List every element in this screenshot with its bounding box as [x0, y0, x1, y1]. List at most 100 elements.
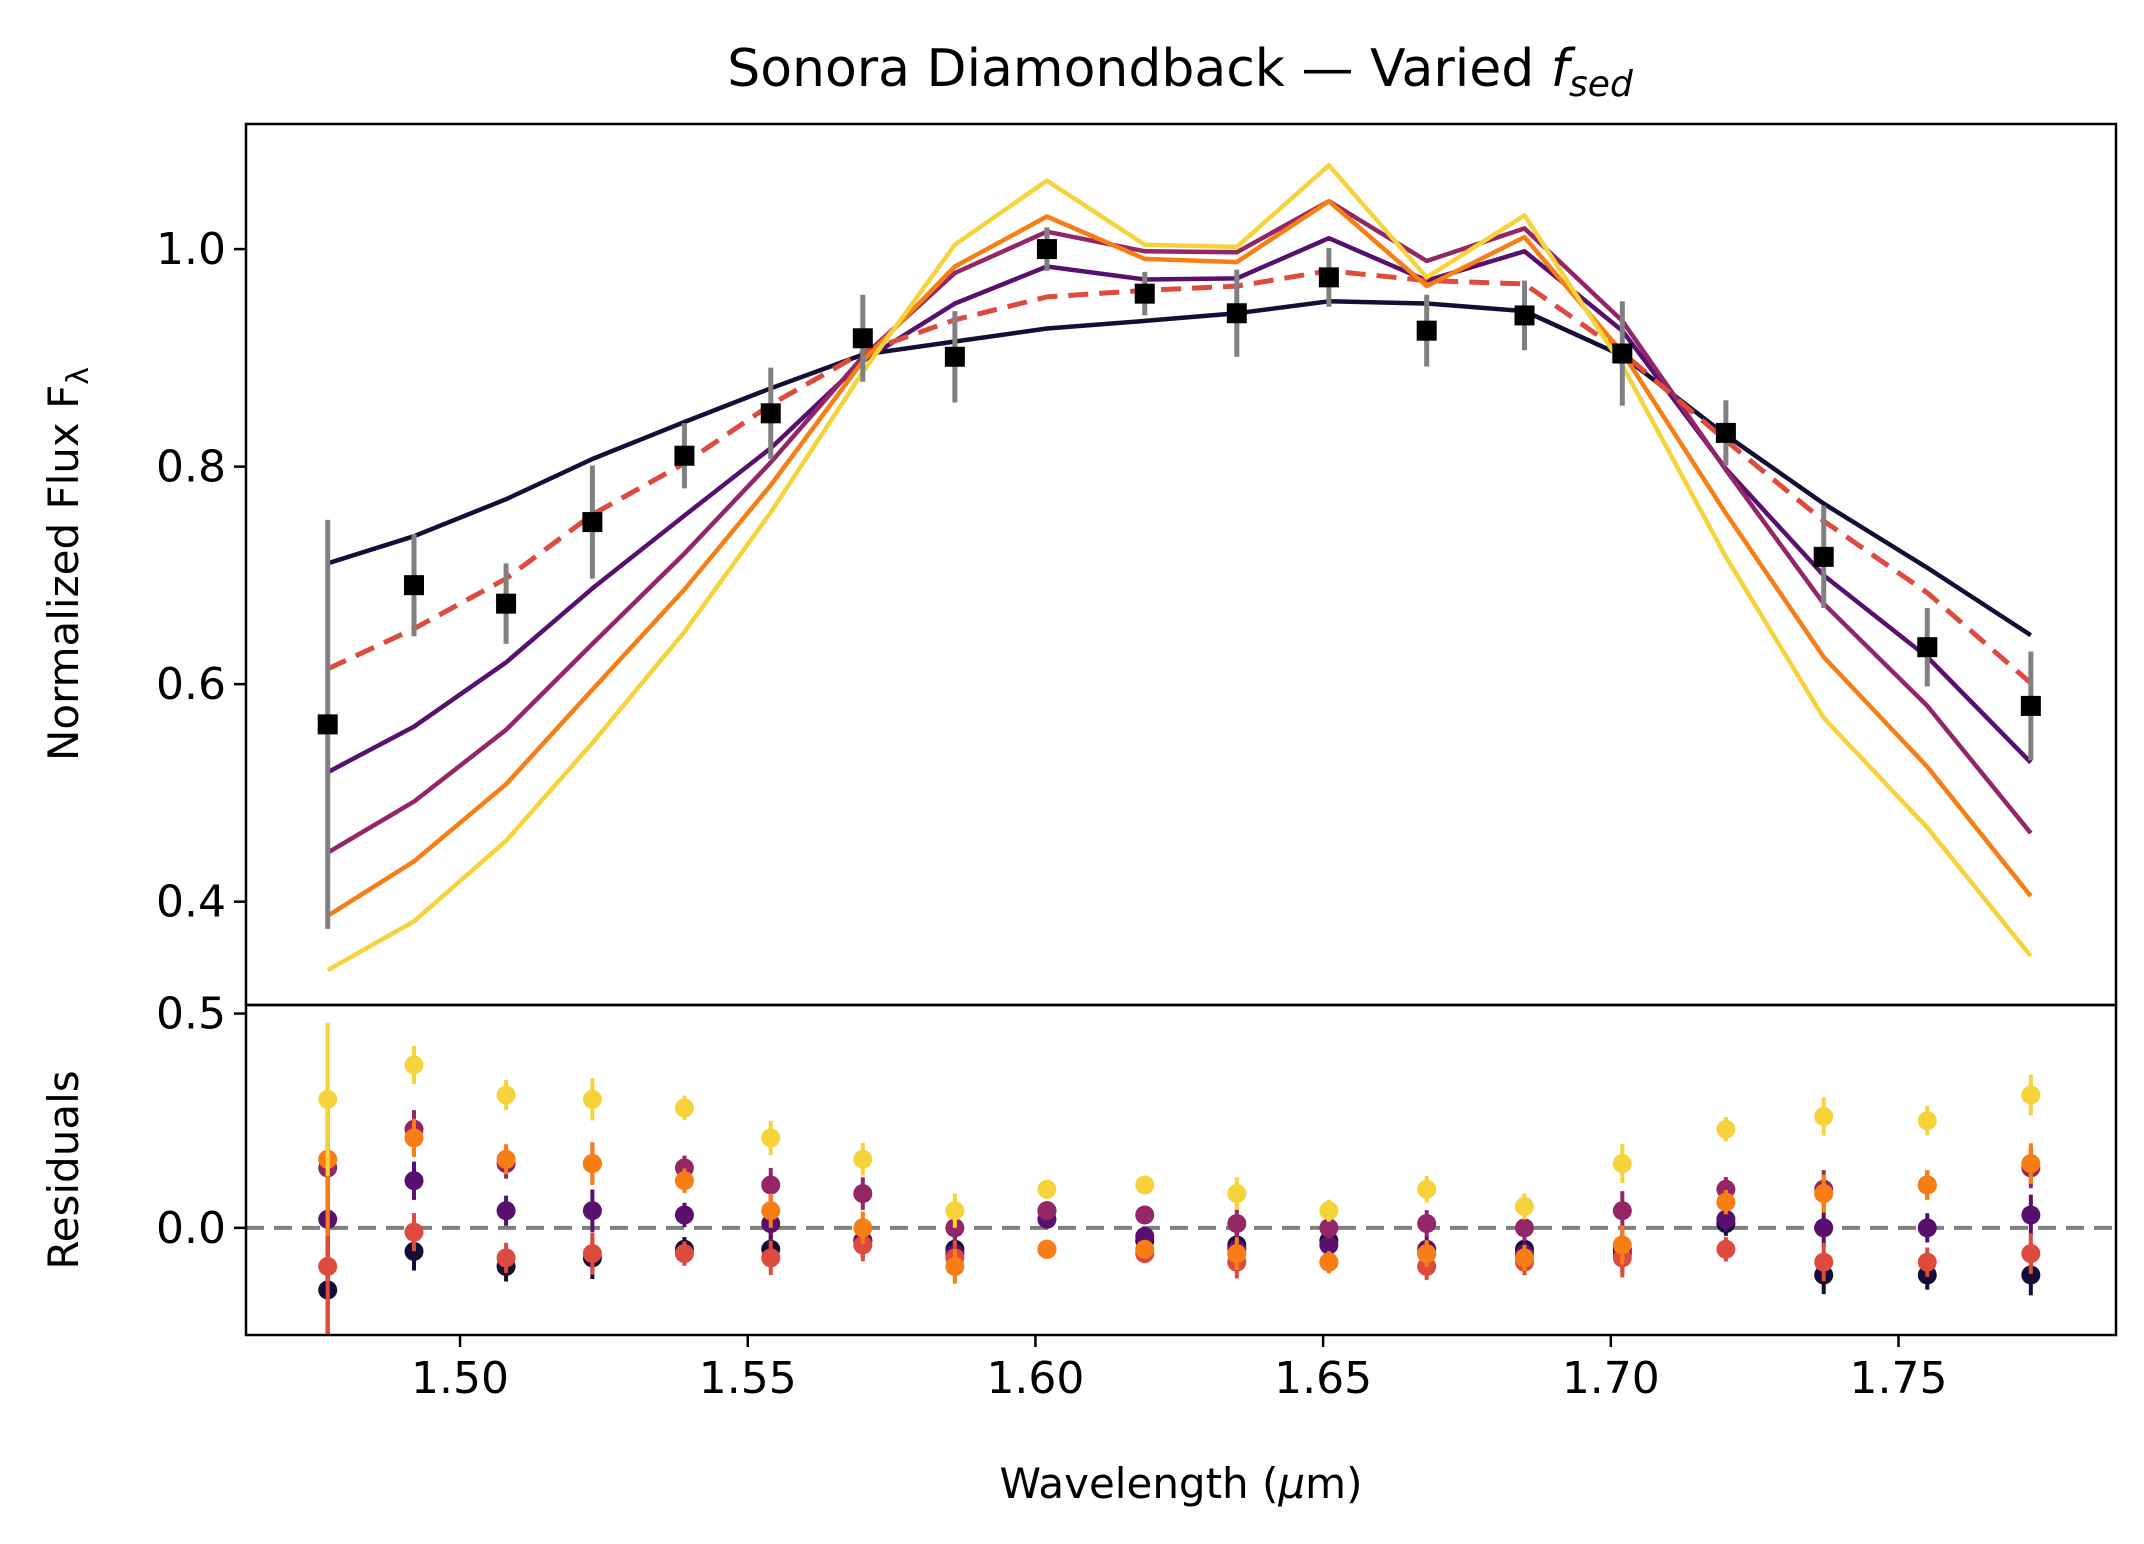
y-axis-label: Normalized Flux Fλ — [39, 367, 96, 761]
x-tick-label: 1.55 — [699, 1353, 797, 1404]
residual-point — [1037, 1239, 1057, 1259]
data-point — [1715, 422, 1736, 443]
data-point — [496, 593, 517, 614]
residual-point — [1319, 1201, 1339, 1221]
residual-point — [853, 1235, 873, 1255]
chart-title: Sonora Diamondback — Varied fsed — [727, 39, 1634, 105]
residual-point — [1227, 1184, 1247, 1204]
residual-plot-frame — [244, 1003, 2118, 1337]
data-point — [852, 328, 873, 349]
data-point — [1514, 305, 1535, 326]
residual-point — [404, 1128, 424, 1148]
residual-point — [404, 1055, 424, 1075]
residual-point — [318, 1256, 338, 1276]
residual-point — [582, 1244, 602, 1264]
data-point — [760, 403, 781, 424]
residual-point — [1037, 1201, 1057, 1221]
residual-point — [1319, 1235, 1339, 1255]
residual-point — [404, 1222, 424, 1242]
data-point — [944, 346, 965, 367]
residual-y-axis-label: Residuals — [39, 1070, 88, 1269]
data-point — [2020, 695, 2041, 716]
residual-point — [761, 1128, 781, 1148]
residual-point — [1716, 1239, 1736, 1259]
residual-point — [2021, 1205, 2041, 1225]
x-tick-label: 1.70 — [1562, 1353, 1660, 1404]
y-tick-label: 0.4 — [156, 877, 226, 928]
residual-point — [2021, 1244, 2041, 1264]
residual-point — [1917, 1175, 1937, 1195]
x-tick-label: 1.50 — [411, 1353, 509, 1404]
x-axis-label: Wavelength (μm) — [1000, 1459, 1363, 1508]
residual-point — [1612, 1201, 1632, 1221]
residual-point — [496, 1149, 516, 1169]
x-tick-label: 1.75 — [1850, 1353, 1948, 1404]
series-line-model-4 — [326, 198, 2033, 918]
residual-point — [1135, 1175, 1155, 1195]
residual-point — [1227, 1244, 1247, 1264]
residual-point — [2021, 1154, 2041, 1174]
residual-point — [674, 1171, 694, 1191]
y-tick-label: 0.8 — [156, 442, 226, 493]
data-point — [1226, 303, 1247, 324]
residual-point — [945, 1256, 965, 1276]
x-axis-ticks: 1.50 1.55 1.60 1.65 1.70 1.75 — [411, 1335, 1947, 1404]
y-tick-label: 0.6 — [156, 659, 226, 710]
residual-point — [496, 1085, 516, 1105]
residual-point — [1515, 1248, 1535, 1268]
residual-points — [318, 1022, 2041, 1335]
residual-point — [761, 1201, 781, 1221]
residual-point — [404, 1171, 424, 1191]
residual-point — [1716, 1192, 1736, 1212]
main-panel: 0.4 0.6 0.8 1.0 — [156, 122, 2118, 1007]
residual-point — [1417, 1244, 1437, 1264]
observed-data — [317, 227, 2041, 929]
residual-point — [1612, 1235, 1632, 1255]
residual-point — [1612, 1154, 1632, 1174]
residual-point — [1716, 1119, 1736, 1139]
main-y-ticks: 0.4 0.6 0.8 1.0 — [156, 224, 246, 928]
residual-panel: 0.0 0.5 — [156, 989, 2118, 1337]
x-tick-label: 1.65 — [1274, 1353, 1372, 1404]
series-line-model-3 — [326, 198, 2033, 855]
residual-point — [1319, 1252, 1339, 1272]
residual-point — [1515, 1218, 1535, 1238]
residual-point — [1814, 1218, 1834, 1238]
residual-point — [945, 1218, 965, 1238]
residual-point — [318, 1089, 338, 1109]
residual-point — [582, 1201, 602, 1221]
data-point — [1813, 546, 1834, 567]
residual-point — [1814, 1252, 1834, 1272]
residual-point — [674, 1205, 694, 1225]
residual-point — [1917, 1111, 1937, 1131]
residual-point — [2021, 1085, 2041, 1105]
data-point — [317, 714, 338, 735]
residual-point — [853, 1184, 873, 1204]
series-line-model-5 — [326, 163, 2033, 973]
data-point — [1318, 267, 1339, 288]
x-tick-label: 1.60 — [986, 1353, 1084, 1404]
residual-point — [1135, 1205, 1155, 1225]
residual-point — [674, 1098, 694, 1118]
residual-point — [1417, 1214, 1437, 1234]
residual-y-tick-label: 0.0 — [156, 1203, 226, 1254]
residual-point — [1716, 1209, 1736, 1229]
residual-point — [582, 1089, 602, 1109]
residual-point — [761, 1175, 781, 1195]
residual-point — [853, 1149, 873, 1169]
residual-point — [1917, 1218, 1937, 1238]
residual-point — [1814, 1184, 1834, 1204]
data-point — [582, 512, 603, 533]
residual-point — [1037, 1179, 1057, 1199]
residual-point — [1814, 1106, 1834, 1126]
residual-point — [404, 1241, 424, 1261]
data-point — [1036, 239, 1057, 260]
residual-point — [674, 1244, 694, 1264]
residual-point — [582, 1154, 602, 1174]
residual-y-tick-label: 0.5 — [156, 989, 226, 1040]
residual-point — [761, 1248, 781, 1268]
data-point — [404, 575, 425, 596]
residual-point — [1417, 1179, 1437, 1199]
residual-point — [1515, 1196, 1535, 1216]
